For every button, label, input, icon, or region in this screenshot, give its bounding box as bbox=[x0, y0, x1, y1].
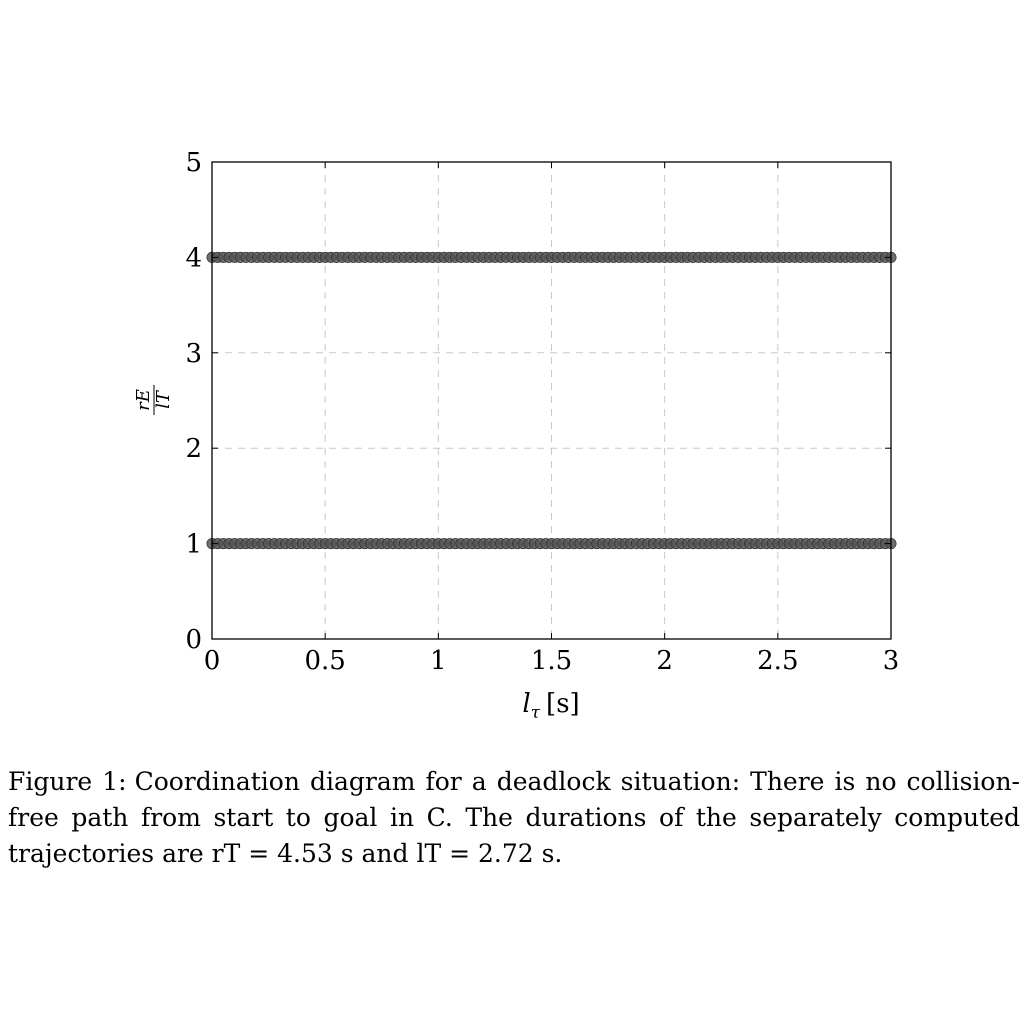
x-tick-label: 1.5 bbox=[531, 646, 572, 676]
y-tick-label: 0 bbox=[185, 625, 202, 655]
axis-ticks: 0 0.5 1 1.5 2 2.5 3 0 1 2 3 4 5 bbox=[185, 148, 899, 676]
x-tick-label: 1 bbox=[430, 646, 447, 676]
y-axis-label: rE lT bbox=[133, 385, 174, 415]
chart: 0 0.5 1 1.5 2 2.5 3 0 1 2 3 4 5 lτ [s] rE lT bbox=[133, 148, 899, 723]
x-tick-label: 3 bbox=[883, 646, 900, 676]
figure-caption: Figure 1: Coordination diagram for a dead… bbox=[8, 764, 1020, 872]
x-tick-label: 0 bbox=[204, 646, 221, 676]
data-points bbox=[206, 251, 897, 550]
caption-text: Coordination diagram for a deadlock situ… bbox=[8, 767, 1021, 868]
grid bbox=[212, 162, 891, 639]
x-tick-label: 2 bbox=[656, 646, 673, 676]
y-tick-label: 2 bbox=[185, 434, 202, 464]
y-tick-label: 1 bbox=[185, 530, 202, 560]
svg-text:rE: rE bbox=[133, 389, 154, 411]
caption-label: Figure 1: bbox=[8, 767, 127, 796]
y-tick-label: 4 bbox=[185, 243, 202, 273]
x-tick-label: 0.5 bbox=[304, 646, 345, 676]
y-tick-label: 5 bbox=[185, 148, 202, 178]
svg-text:lT: lT bbox=[153, 389, 174, 409]
y-tick-label: 3 bbox=[185, 339, 202, 369]
x-tick-label: 2.5 bbox=[757, 646, 798, 676]
x-axis-label: lτ [s] bbox=[522, 689, 579, 723]
